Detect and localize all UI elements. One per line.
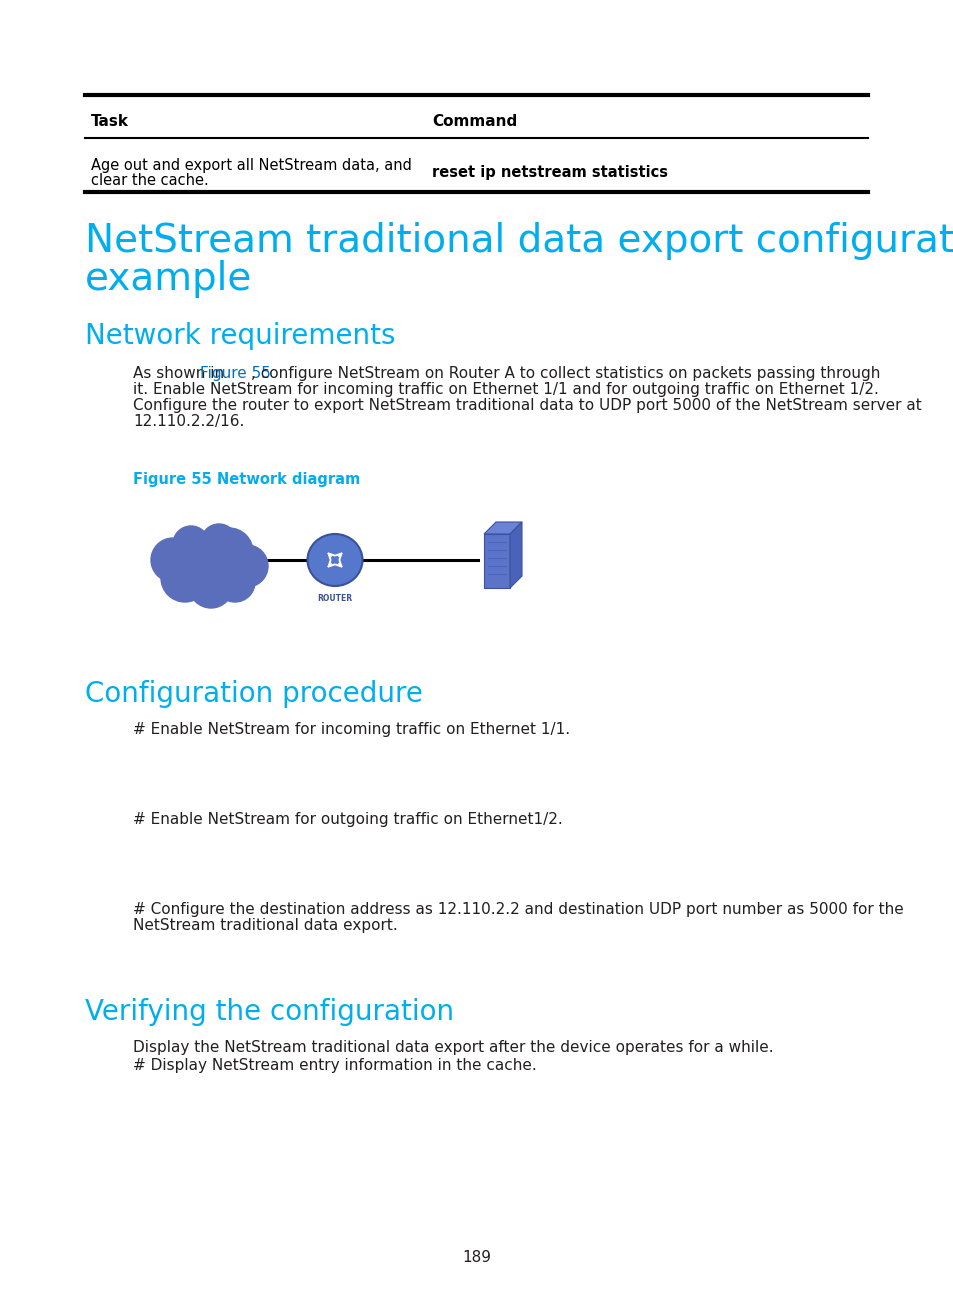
- Text: # Enable NetStream for incoming traffic on Ethernet 1/1.: # Enable NetStream for incoming traffic …: [132, 722, 570, 737]
- Text: NetStream traditional data export.: NetStream traditional data export.: [132, 918, 397, 933]
- Circle shape: [189, 564, 233, 608]
- Circle shape: [214, 562, 254, 603]
- Text: Age out and export all NetStream data, and: Age out and export all NetStream data, a…: [91, 158, 412, 172]
- Text: clear the cache.: clear the cache.: [91, 172, 209, 188]
- Text: 189: 189: [462, 1251, 491, 1265]
- Text: # Enable NetStream for outgoing traffic on Ethernet1/2.: # Enable NetStream for outgoing traffic …: [132, 813, 562, 827]
- Text: example: example: [85, 260, 253, 298]
- Text: Configure the router to export NetStream traditional data to UDP port 5000 of th: Configure the router to export NetStream…: [132, 398, 921, 413]
- Circle shape: [172, 526, 209, 562]
- Text: 12.110.2.2/16.: 12.110.2.2/16.: [132, 413, 244, 429]
- Text: Configuration procedure: Configuration procedure: [85, 680, 422, 708]
- Circle shape: [161, 553, 209, 603]
- Ellipse shape: [307, 534, 362, 586]
- Text: Display the NetStream traditional data export after the device operates for a wh: Display the NetStream traditional data e…: [132, 1039, 773, 1055]
- Text: Network requirements: Network requirements: [85, 321, 395, 350]
- Text: it. Enable NetStream for incoming traffic on Ethernet 1/1 and for outgoing traff: it. Enable NetStream for incoming traffi…: [132, 382, 878, 397]
- Polygon shape: [483, 534, 510, 588]
- Text: Figure 55 Network diagram: Figure 55 Network diagram: [132, 472, 360, 487]
- Text: , configure NetStream on Router A to collect statistics on packets passing throu: , configure NetStream on Router A to col…: [251, 365, 879, 381]
- Text: Command: Command: [432, 114, 517, 130]
- Text: ROUTER: ROUTER: [317, 594, 353, 603]
- Circle shape: [174, 531, 234, 592]
- Text: NetStream traditional data export configuration: NetStream traditional data export config…: [85, 222, 953, 260]
- Text: reset ip netstream statistics: reset ip netstream statistics: [432, 165, 667, 180]
- Text: Verifying the configuration: Verifying the configuration: [85, 998, 454, 1026]
- Text: # Display NetStream entry information in the cache.: # Display NetStream entry information in…: [132, 1058, 537, 1073]
- Circle shape: [205, 527, 253, 575]
- Text: # Configure the destination address as 12.110.2.2 and destination UDP port numbe: # Configure the destination address as 1…: [132, 902, 902, 918]
- Circle shape: [201, 524, 236, 560]
- Text: Figure 55: Figure 55: [200, 365, 271, 381]
- Text: Task: Task: [91, 114, 129, 130]
- Circle shape: [226, 546, 268, 587]
- Text: As shown in: As shown in: [132, 365, 229, 381]
- Polygon shape: [483, 522, 521, 534]
- Circle shape: [151, 538, 194, 582]
- Polygon shape: [510, 522, 521, 588]
